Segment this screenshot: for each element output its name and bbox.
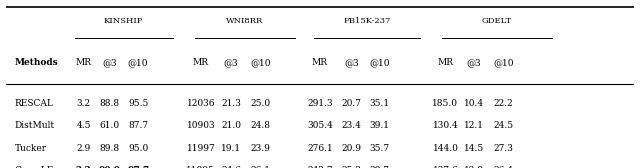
Text: 21.3: 21.3 xyxy=(221,99,241,108)
Text: 20.9: 20.9 xyxy=(341,144,362,153)
Text: Methods: Methods xyxy=(15,58,58,67)
Text: 24.6: 24.6 xyxy=(221,166,241,168)
Text: 2.9: 2.9 xyxy=(76,144,91,153)
Text: 3.2: 3.2 xyxy=(77,99,91,108)
Text: 95.0: 95.0 xyxy=(128,144,148,153)
Text: 11895: 11895 xyxy=(186,166,215,168)
Text: 25.2: 25.2 xyxy=(341,166,362,168)
Text: 185.0: 185.0 xyxy=(433,99,458,108)
Text: 24.5: 24.5 xyxy=(493,121,514,131)
Text: @10: @10 xyxy=(128,58,148,67)
Text: 89.8: 89.8 xyxy=(100,144,120,153)
Text: 242.7: 242.7 xyxy=(307,166,333,168)
Text: FB15K-237: FB15K-237 xyxy=(343,17,391,25)
Text: 10.4: 10.4 xyxy=(463,99,484,108)
Text: 26.4: 26.4 xyxy=(494,166,514,168)
Text: KINSHIP: KINSHIP xyxy=(104,17,143,25)
Text: @3: @3 xyxy=(102,58,117,67)
Text: @3: @3 xyxy=(344,58,358,67)
Text: 291.3: 291.3 xyxy=(307,99,333,108)
Text: 2.2: 2.2 xyxy=(76,166,92,168)
Text: 12.1: 12.1 xyxy=(463,121,484,131)
Text: 90.0: 90.0 xyxy=(99,166,121,168)
Text: 144.0: 144.0 xyxy=(433,144,458,153)
Text: 27.3: 27.3 xyxy=(494,144,514,153)
Text: 39.1: 39.1 xyxy=(369,121,390,131)
Text: CompLEx: CompLEx xyxy=(15,166,59,168)
Text: @10: @10 xyxy=(493,58,514,67)
Text: 10903: 10903 xyxy=(186,121,215,131)
Text: 35.7: 35.7 xyxy=(369,144,390,153)
Text: 12.9: 12.9 xyxy=(463,166,484,168)
Text: 23.4: 23.4 xyxy=(341,121,362,131)
Text: 23.9: 23.9 xyxy=(250,144,270,153)
Text: 61.0: 61.0 xyxy=(100,121,120,131)
Text: Tucker: Tucker xyxy=(15,144,47,153)
Text: 21.0: 21.0 xyxy=(221,121,241,131)
Text: 87.7: 87.7 xyxy=(128,121,148,131)
Text: RESCAL: RESCAL xyxy=(15,99,53,108)
Text: @10: @10 xyxy=(369,58,390,67)
Text: MR: MR xyxy=(438,58,453,67)
Text: 276.1: 276.1 xyxy=(307,144,333,153)
Text: 4.5: 4.5 xyxy=(76,121,91,131)
Text: 22.2: 22.2 xyxy=(494,99,514,108)
Text: GDELT: GDELT xyxy=(482,17,512,25)
Text: 305.4: 305.4 xyxy=(307,121,333,131)
Text: WNI8RR: WNI8RR xyxy=(226,17,264,25)
Text: 39.7: 39.7 xyxy=(369,166,390,168)
Text: 12036: 12036 xyxy=(187,99,215,108)
Text: 19.1: 19.1 xyxy=(221,144,241,153)
Text: MR: MR xyxy=(312,58,328,67)
Text: MR: MR xyxy=(193,58,209,67)
Text: MR: MR xyxy=(76,58,92,67)
Text: 130.4: 130.4 xyxy=(433,121,458,131)
Text: 35.1: 35.1 xyxy=(369,99,390,108)
Text: 11997: 11997 xyxy=(186,144,215,153)
Text: 88.8: 88.8 xyxy=(100,99,120,108)
Text: 14.5: 14.5 xyxy=(463,144,484,153)
Text: 25.0: 25.0 xyxy=(250,99,271,108)
Text: 95.5: 95.5 xyxy=(128,99,148,108)
Text: @3: @3 xyxy=(223,58,238,67)
Text: 20.7: 20.7 xyxy=(341,99,362,108)
Text: 26.1: 26.1 xyxy=(250,166,271,168)
Text: DistMult: DistMult xyxy=(15,121,54,131)
Text: @10: @10 xyxy=(250,58,271,67)
Text: 24.8: 24.8 xyxy=(250,121,271,131)
Text: @3: @3 xyxy=(467,58,481,67)
Text: 97.7: 97.7 xyxy=(127,166,149,168)
Text: 137.6: 137.6 xyxy=(433,166,458,168)
